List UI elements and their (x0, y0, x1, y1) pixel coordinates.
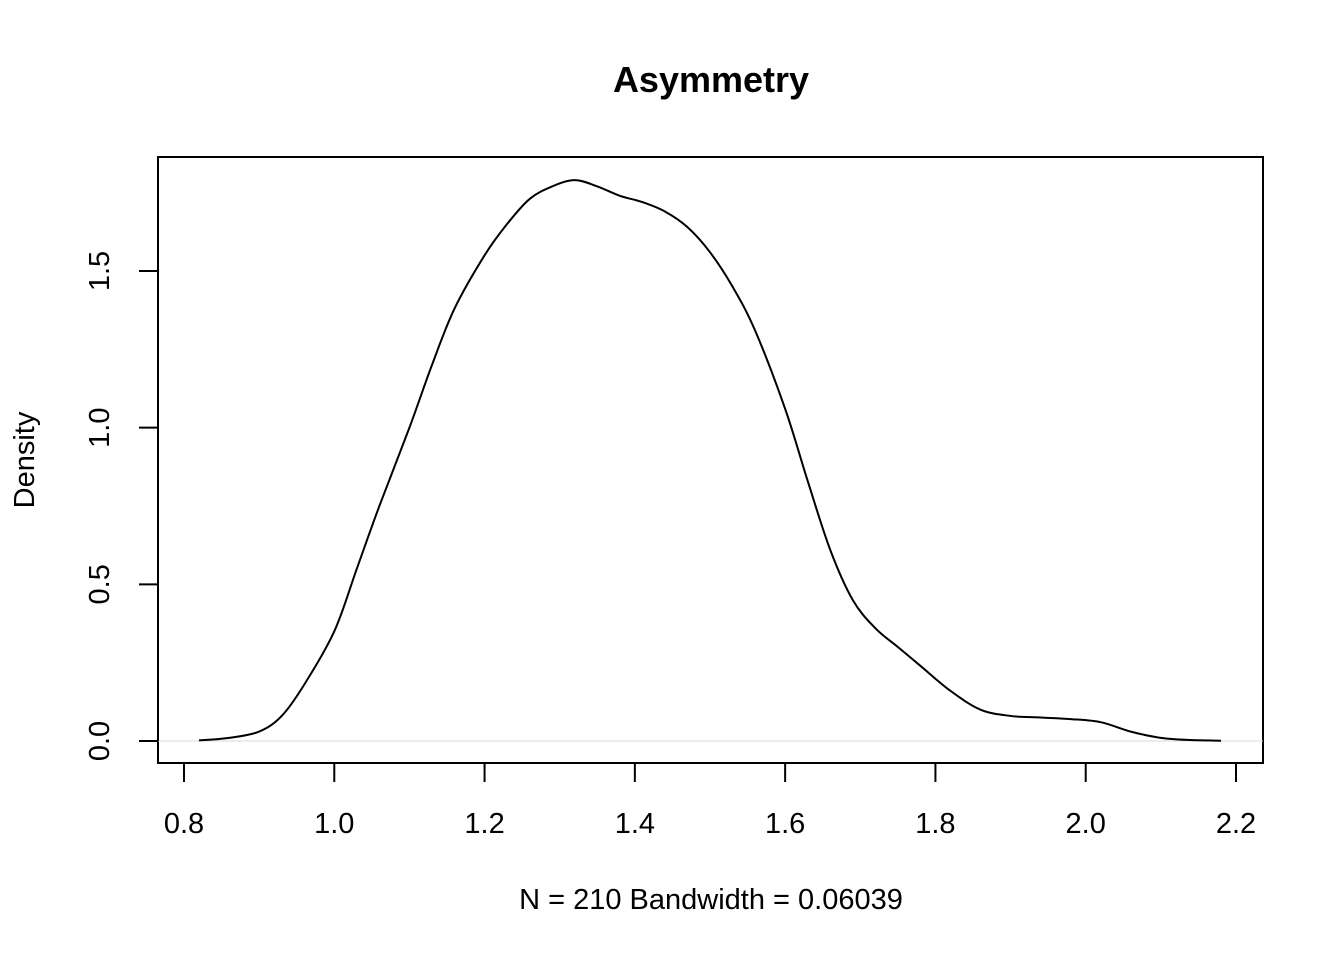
chart-title: Asymmetry (613, 59, 809, 100)
x-tick-label: 1.4 (615, 808, 655, 840)
x-axis-label: N = 210 Bandwidth = 0.06039 (519, 884, 903, 916)
x-tick-label: 1.0 (314, 808, 354, 840)
y-tick-label: 1.0 (84, 408, 116, 448)
x-tick-label: 1.2 (464, 808, 504, 840)
y-tick-label: 1.5 (84, 251, 116, 291)
x-tick-label: 1.8 (915, 808, 955, 840)
y-tick-label: 0.0 (84, 721, 116, 761)
x-tick-label: 2.0 (1066, 808, 1106, 840)
x-tick-label: 1.6 (765, 808, 805, 840)
y-tick-label: 0.5 (84, 564, 116, 604)
x-axis: 0.8 1.0 1.2 1.4 1.6 1.8 2.0 2.2 (164, 762, 1256, 840)
y-axis: 0.0 0.5 1.0 1.5 (84, 251, 159, 761)
density-curve (198, 179, 1221, 742)
x-tick-label: 2.2 (1216, 808, 1256, 840)
plot-frame (157, 156, 1264, 764)
x-tick-label: 0.8 (164, 808, 204, 840)
y-axis-label: Density (9, 411, 41, 508)
